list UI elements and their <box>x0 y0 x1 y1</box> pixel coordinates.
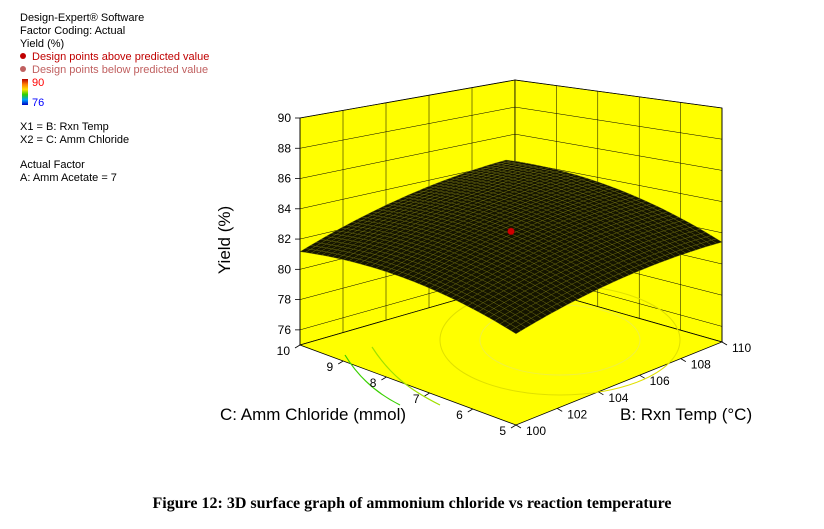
z-tick-label: 88 <box>278 141 292 155</box>
x-tick-label: 108 <box>691 358 711 372</box>
z-tick-label: 78 <box>278 293 292 307</box>
y-tick-label: 10 <box>277 344 291 358</box>
grid-line <box>299 106 516 149</box>
x-tick-label: 106 <box>650 374 670 388</box>
x-tick-mark <box>515 424 522 429</box>
y-tick-mark <box>467 408 474 413</box>
y-tick-label: 6 <box>456 408 463 422</box>
z-tick-label: 76 <box>278 323 292 337</box>
x-tick-mark <box>680 358 687 362</box>
x2-factor: X2 = C: Amm Chloride <box>20 134 130 146</box>
color-scale: 90 76 <box>20 77 209 109</box>
software-name: Design-Expert® Software <box>20 12 145 24</box>
x-tick-label: 104 <box>608 391 628 405</box>
floor-contour <box>371 346 441 406</box>
above-label: Design points above predicted value <box>32 51 210 63</box>
below-label: Design points below predicted value <box>32 64 209 76</box>
floor-contour <box>344 354 401 406</box>
x-axis-title: B: Rxn Temp (°C) <box>620 405 752 424</box>
actual-factor-title: Actual Factor <box>20 159 85 171</box>
below-dot-icon <box>20 66 26 73</box>
y-tick-mark <box>381 376 387 381</box>
z-tick-label: 90 <box>278 111 292 125</box>
design-point <box>507 227 515 236</box>
response-name: Yield (%) <box>20 38 65 50</box>
y-tick-label: 8 <box>370 376 377 390</box>
grid-line <box>299 133 516 179</box>
y-tick-mark <box>337 360 344 365</box>
x-tick-label: 102 <box>567 407 587 421</box>
x-tick-mark <box>639 374 645 379</box>
actual-factor: A: Amm Acetate = 7 <box>20 172 117 184</box>
z-tick-label: 80 <box>278 262 292 276</box>
z-tick-label: 86 <box>278 172 292 186</box>
x-tick-label: 100 <box>526 424 546 438</box>
x-tick-mark <box>598 391 604 396</box>
figure-caption: Figure 12: 3D surface graph of ammonium … <box>152 495 672 512</box>
grid-line <box>514 106 723 140</box>
y-tick-label: 7 <box>413 392 420 406</box>
above-dot-icon <box>20 53 26 60</box>
grid-line <box>514 79 723 109</box>
y-tick-mark <box>294 344 301 349</box>
z-axis-title: Yield (%) <box>215 206 234 274</box>
x-tick-label: 110 <box>732 341 751 355</box>
color-scale-bar <box>22 79 28 105</box>
x1-factor: X1 = B: Rxn Temp <box>20 121 109 133</box>
z-tick-label: 84 <box>278 202 292 216</box>
grid-line <box>299 79 516 119</box>
y-tick-label: 9 <box>327 360 334 374</box>
x-tick-mark <box>721 341 728 346</box>
color-scale-min: 76 <box>32 97 45 109</box>
response-surface <box>299 159 723 335</box>
x-tick-mark <box>556 408 563 412</box>
above-legend: Design points above predicted value <box>20 51 209 64</box>
below-legend: Design points below predicted value <box>20 64 209 77</box>
color-scale-max: 90 <box>32 77 45 89</box>
z-tick-label: 82 <box>278 232 292 246</box>
y-axis-title: C: Amm Chloride (mmol) <box>220 405 406 424</box>
grid-line <box>514 133 723 171</box>
legend-panel: Design-Expert® Software Factor Coding: A… <box>20 12 209 185</box>
y-tick-mark <box>510 424 517 429</box>
factor-coding: Factor Coding: Actual <box>20 25 126 37</box>
y-tick-mark <box>424 392 430 397</box>
y-tick-label: 5 <box>499 424 506 438</box>
